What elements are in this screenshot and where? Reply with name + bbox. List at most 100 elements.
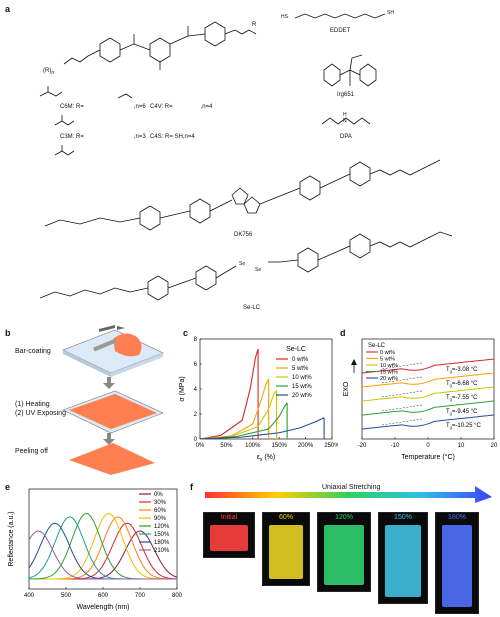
tangent-line bbox=[381, 404, 423, 412]
process-illustration bbox=[62, 325, 164, 475]
legend-label: 10 wt% bbox=[380, 363, 398, 369]
stretch-title: Uniaxial Stretching bbox=[322, 484, 381, 491]
film-sample bbox=[269, 525, 303, 579]
frame-label: 120% bbox=[335, 514, 353, 521]
series-line bbox=[199, 348, 259, 440]
legend-label: 15 wt% bbox=[380, 370, 398, 376]
tg-label: Tg=-10.25 °C bbox=[446, 423, 481, 430]
x-axis-label: εx (%) bbox=[257, 454, 275, 463]
dsc-curve bbox=[361, 400, 495, 416]
y-tick-label: 2 bbox=[194, 412, 198, 418]
x-tick-label: 250% bbox=[324, 443, 338, 449]
x-tick-label: 10 bbox=[458, 443, 465, 449]
stretch-arrow-icon bbox=[205, 486, 492, 503]
chemical-structures bbox=[39, 13, 453, 301]
eddet-hs: HS bbox=[281, 14, 288, 20]
tangent-line bbox=[381, 390, 423, 398]
spectrum-line bbox=[28, 530, 177, 580]
tg-label: Tg=-6.68 °C bbox=[446, 381, 478, 388]
series-line bbox=[199, 417, 325, 440]
eddet-sh: SH bbox=[387, 10, 394, 16]
panel-a-label: a bbox=[5, 4, 11, 14]
legend-label: 10 wt% bbox=[292, 375, 312, 381]
step-peeling: Peeling off bbox=[15, 448, 48, 455]
panel-f-label: f bbox=[190, 482, 193, 492]
panel-b-label: b bbox=[5, 328, 11, 338]
x-tick-label: -10 bbox=[391, 443, 400, 449]
x-tick-label: 500 bbox=[61, 593, 72, 599]
y-axis-label: Reflectance (a.u.) bbox=[8, 511, 15, 566]
x-tick-label: 0 bbox=[426, 443, 430, 449]
y-tick-label: 6 bbox=[194, 362, 198, 368]
eddet-label: EDDET bbox=[330, 28, 351, 34]
stress-strain-chart: 0% 50% 100% 150% 200% 250% 0 2 4 6 8 Se-LC 0 wt% 5 w… bbox=[179, 337, 338, 463]
legend-label: 60% bbox=[154, 508, 167, 514]
x-axis-label: Temperature (°C) bbox=[401, 453, 455, 461]
x-axis-label: Wavelength (nm) bbox=[76, 604, 129, 611]
legend-label: 20 wt% bbox=[292, 393, 312, 399]
frame-label: Initial bbox=[220, 514, 238, 521]
legend-title: Se-LC bbox=[286, 346, 306, 353]
se-atom-2: Se bbox=[255, 267, 262, 273]
y-tick-label: 8 bbox=[194, 337, 198, 343]
x-tick-label: 800 bbox=[172, 593, 183, 599]
plot-frame bbox=[199, 338, 333, 440]
se-atom-1: Se bbox=[239, 261, 246, 267]
exo-arrow-icon bbox=[351, 359, 357, 365]
n-label-1: n bbox=[51, 70, 55, 77]
x-tick-label: 400 bbox=[24, 593, 35, 599]
legend-label: 210% bbox=[154, 548, 170, 554]
spectrum-line bbox=[29, 530, 178, 580]
legend-label: 0 wt% bbox=[380, 350, 395, 356]
x-tick-label: 0% bbox=[196, 443, 205, 449]
stretch-frame: 150% bbox=[378, 512, 428, 604]
y-axis-label: EXO bbox=[343, 381, 350, 396]
stretch-frame: 180% bbox=[435, 512, 479, 614]
tangent-line bbox=[381, 418, 423, 426]
legend-label: 90% bbox=[154, 516, 167, 522]
legend-label: 120% bbox=[154, 524, 170, 530]
x-tick-label: 200% bbox=[298, 443, 314, 449]
legend-label: 0% bbox=[154, 492, 163, 498]
legend-label: 15 wt% bbox=[292, 384, 312, 390]
x-tick-label: 20 bbox=[491, 443, 498, 449]
panel-e-label: e bbox=[5, 482, 11, 492]
dsc-curve bbox=[361, 372, 495, 388]
x-tick-label: 150% bbox=[272, 443, 288, 449]
spectrum-line bbox=[29, 512, 177, 580]
dpa-label: DPA bbox=[340, 134, 352, 140]
variant-c6m: C6M: R= ,n=6 bbox=[60, 104, 146, 110]
film-sample bbox=[385, 525, 421, 597]
y-tick-label: 4 bbox=[194, 387, 198, 393]
stretch-frame: Initial bbox=[203, 512, 255, 558]
reflectance-chart: 400 500 600 700 800 0% 30% 60% 90% 120% 150% 180% 2… bbox=[8, 488, 183, 611]
x-tick-label: 100% bbox=[245, 443, 261, 449]
stretch-arrow bbox=[205, 486, 492, 503]
film-sample bbox=[210, 525, 248, 551]
selc-label: Se-LC bbox=[243, 305, 261, 311]
x-tick-label: 50% bbox=[220, 443, 233, 449]
variant-c3m: C3M: R= ,n=3 bbox=[60, 134, 146, 140]
dsc-curve bbox=[361, 358, 495, 374]
step-heating-uv: (1) Heating (2) UV Exposing bbox=[15, 401, 66, 417]
tg-label: Tg=-7.55 °C bbox=[446, 395, 478, 402]
legend-label: 5 wt% bbox=[380, 357, 395, 363]
legend-label: 0 wt% bbox=[292, 357, 309, 363]
stretch-frame: 120% bbox=[317, 512, 371, 592]
legend-label: 5 wt% bbox=[292, 366, 309, 372]
frame-label: 60% bbox=[278, 514, 293, 521]
legend-label: 30% bbox=[154, 500, 167, 506]
tg-label: Tg=-9.45 °C bbox=[446, 409, 478, 416]
dsc-curve bbox=[361, 386, 495, 402]
stretch-frame: 60% bbox=[262, 512, 310, 586]
legend-label: 180% bbox=[154, 540, 170, 546]
legend-label: 20 wt% bbox=[380, 376, 398, 382]
frame-label: 150% bbox=[394, 514, 412, 521]
film-sample bbox=[442, 525, 472, 607]
x-tick-label: 700 bbox=[135, 593, 146, 599]
y-tick-label: 0 bbox=[194, 437, 198, 443]
variant-c4v: C4V: R= ,n=4 bbox=[150, 104, 213, 110]
panel-d-label: d bbox=[340, 328, 346, 338]
series-line bbox=[199, 402, 288, 440]
